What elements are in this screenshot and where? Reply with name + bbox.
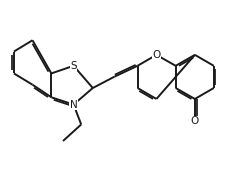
Text: O: O	[190, 116, 198, 126]
Text: N: N	[69, 100, 77, 110]
Text: S: S	[70, 61, 76, 71]
Text: O: O	[152, 50, 160, 60]
